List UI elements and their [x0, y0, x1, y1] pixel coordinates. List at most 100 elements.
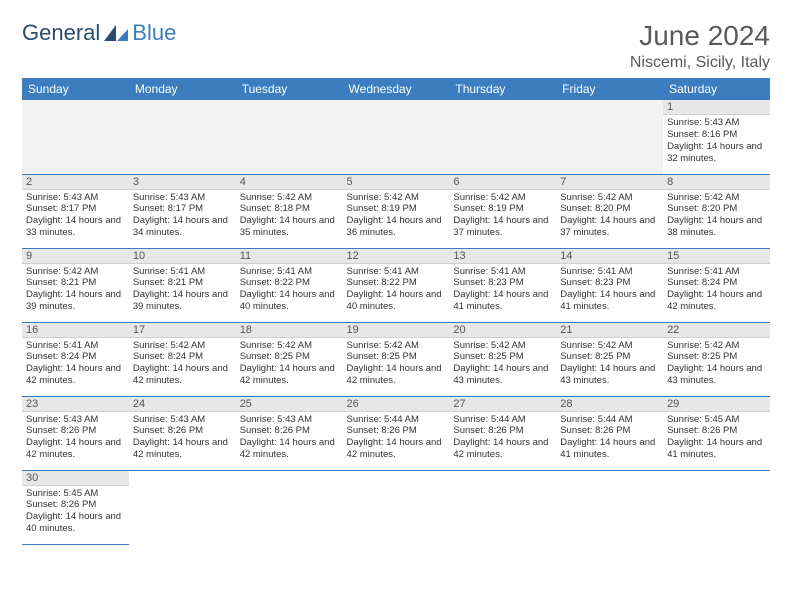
sunrise-line: Sunrise: 5:42 AM: [240, 340, 339, 352]
sunrise-line: Sunrise: 5:42 AM: [453, 340, 552, 352]
sunset-line: Sunset: 8:17 PM: [133, 203, 232, 215]
calendar-cell: [556, 470, 663, 544]
calendar-cell: [129, 470, 236, 544]
day-details: Sunrise: 5:43 AMSunset: 8:16 PMDaylight:…: [663, 115, 770, 168]
sunset-line: Sunset: 8:26 PM: [453, 425, 552, 437]
day-number: 4: [236, 175, 343, 190]
day-details: Sunrise: 5:42 AMSunset: 8:18 PMDaylight:…: [236, 190, 343, 243]
logo-word2: Blue: [132, 20, 176, 46]
sunset-line: Sunset: 8:26 PM: [347, 425, 446, 437]
day-details: Sunrise: 5:44 AMSunset: 8:26 PMDaylight:…: [449, 412, 556, 465]
sunset-line: Sunset: 8:21 PM: [26, 277, 125, 289]
sunrise-line: Sunrise: 5:42 AM: [347, 192, 446, 204]
calendar-cell: 16Sunrise: 5:41 AMSunset: 8:24 PMDayligh…: [22, 322, 129, 396]
daylight-line: Daylight: 14 hours and 40 minutes.: [26, 511, 125, 535]
weekday-header: Thursday: [449, 78, 556, 100]
daylight-line: Daylight: 14 hours and 42 minutes.: [26, 437, 125, 461]
day-number: 28: [556, 397, 663, 412]
day-details: Sunrise: 5:42 AMSunset: 8:20 PMDaylight:…: [663, 190, 770, 243]
sunrise-line: Sunrise: 5:43 AM: [26, 192, 125, 204]
calendar-body: 1Sunrise: 5:43 AMSunset: 8:16 PMDaylight…: [22, 100, 770, 544]
sunset-line: Sunset: 8:26 PM: [560, 425, 659, 437]
calendar-cell: 25Sunrise: 5:43 AMSunset: 8:26 PMDayligh…: [236, 396, 343, 470]
sunset-line: Sunset: 8:19 PM: [453, 203, 552, 215]
sunset-line: Sunset: 8:22 PM: [347, 277, 446, 289]
day-number: 17: [129, 323, 236, 338]
sunset-line: Sunset: 8:25 PM: [560, 351, 659, 363]
daylight-line: Daylight: 14 hours and 41 minutes.: [560, 437, 659, 461]
sunset-line: Sunset: 8:24 PM: [133, 351, 232, 363]
sunset-line: Sunset: 8:20 PM: [667, 203, 766, 215]
day-number: 11: [236, 249, 343, 264]
daylight-line: Daylight: 14 hours and 40 minutes.: [240, 289, 339, 313]
day-details: Sunrise: 5:43 AMSunset: 8:17 PMDaylight:…: [129, 190, 236, 243]
day-number: 24: [129, 397, 236, 412]
daylight-line: Daylight: 14 hours and 41 minutes.: [560, 289, 659, 313]
day-number: 26: [343, 397, 450, 412]
page-title: June 2024: [630, 20, 770, 52]
calendar-cell: 30Sunrise: 5:45 AMSunset: 8:26 PMDayligh…: [22, 470, 129, 544]
day-details: Sunrise: 5:43 AMSunset: 8:26 PMDaylight:…: [236, 412, 343, 465]
calendar-cell: 13Sunrise: 5:41 AMSunset: 8:23 PMDayligh…: [449, 248, 556, 322]
sunset-line: Sunset: 8:26 PM: [240, 425, 339, 437]
sunrise-line: Sunrise: 5:41 AM: [26, 340, 125, 352]
day-details: Sunrise: 5:41 AMSunset: 8:23 PMDaylight:…: [449, 264, 556, 317]
sunset-line: Sunset: 8:22 PM: [240, 277, 339, 289]
daylight-line: Daylight: 14 hours and 37 minutes.: [560, 215, 659, 239]
sunset-line: Sunset: 8:18 PM: [240, 203, 339, 215]
calendar-row: 2Sunrise: 5:43 AMSunset: 8:17 PMDaylight…: [22, 174, 770, 248]
daylight-line: Daylight: 14 hours and 33 minutes.: [26, 215, 125, 239]
calendar-cell: [556, 100, 663, 174]
calendar-cell: [22, 100, 129, 174]
daylight-line: Daylight: 14 hours and 34 minutes.: [133, 215, 232, 239]
sunset-line: Sunset: 8:25 PM: [347, 351, 446, 363]
sunset-line: Sunset: 8:25 PM: [240, 351, 339, 363]
day-details: Sunrise: 5:44 AMSunset: 8:26 PMDaylight:…: [343, 412, 450, 465]
calendar-row: 16Sunrise: 5:41 AMSunset: 8:24 PMDayligh…: [22, 322, 770, 396]
day-number: 16: [22, 323, 129, 338]
header: General Blue June 2024 Niscemi, Sicily, …: [22, 20, 770, 72]
weekday-header: Saturday: [663, 78, 770, 100]
calendar-cell: [343, 470, 450, 544]
daylight-line: Daylight: 14 hours and 43 minutes.: [453, 363, 552, 387]
sunrise-line: Sunrise: 5:42 AM: [667, 192, 766, 204]
sunset-line: Sunset: 8:24 PM: [667, 277, 766, 289]
calendar-cell: 18Sunrise: 5:42 AMSunset: 8:25 PMDayligh…: [236, 322, 343, 396]
day-details: Sunrise: 5:42 AMSunset: 8:19 PMDaylight:…: [343, 190, 450, 243]
day-details: Sunrise: 5:42 AMSunset: 8:19 PMDaylight:…: [449, 190, 556, 243]
calendar-cell: 10Sunrise: 5:41 AMSunset: 8:21 PMDayligh…: [129, 248, 236, 322]
day-number: 30: [22, 471, 129, 486]
day-details: Sunrise: 5:42 AMSunset: 8:25 PMDaylight:…: [449, 338, 556, 391]
calendar-row: 23Sunrise: 5:43 AMSunset: 8:26 PMDayligh…: [22, 396, 770, 470]
calendar-row: 9Sunrise: 5:42 AMSunset: 8:21 PMDaylight…: [22, 248, 770, 322]
daylight-line: Daylight: 14 hours and 42 minutes.: [667, 289, 766, 313]
calendar-cell: 17Sunrise: 5:42 AMSunset: 8:24 PMDayligh…: [129, 322, 236, 396]
sunrise-line: Sunrise: 5:42 AM: [133, 340, 232, 352]
weekday-header: Sunday: [22, 78, 129, 100]
day-number: 22: [663, 323, 770, 338]
location: Niscemi, Sicily, Italy: [630, 54, 770, 72]
calendar-row: 1Sunrise: 5:43 AMSunset: 8:16 PMDaylight…: [22, 100, 770, 174]
sunrise-line: Sunrise: 5:41 AM: [133, 266, 232, 278]
day-number: 15: [663, 249, 770, 264]
sunrise-line: Sunrise: 5:43 AM: [240, 414, 339, 426]
sunrise-line: Sunrise: 5:45 AM: [26, 488, 125, 500]
day-details: Sunrise: 5:43 AMSunset: 8:26 PMDaylight:…: [22, 412, 129, 465]
sunset-line: Sunset: 8:17 PM: [26, 203, 125, 215]
sunrise-line: Sunrise: 5:41 AM: [560, 266, 659, 278]
calendar-cell: [449, 470, 556, 544]
calendar-cell: 19Sunrise: 5:42 AMSunset: 8:25 PMDayligh…: [343, 322, 450, 396]
logo: General Blue: [22, 20, 176, 46]
calendar-cell: 20Sunrise: 5:42 AMSunset: 8:25 PMDayligh…: [449, 322, 556, 396]
sunset-line: Sunset: 8:19 PM: [347, 203, 446, 215]
day-details: Sunrise: 5:45 AMSunset: 8:26 PMDaylight:…: [22, 486, 129, 539]
sunrise-line: Sunrise: 5:42 AM: [560, 192, 659, 204]
calendar-cell: 14Sunrise: 5:41 AMSunset: 8:23 PMDayligh…: [556, 248, 663, 322]
day-number: 1: [663, 100, 770, 115]
calendar-cell: 12Sunrise: 5:41 AMSunset: 8:22 PMDayligh…: [343, 248, 450, 322]
sunrise-line: Sunrise: 5:42 AM: [240, 192, 339, 204]
calendar-cell: 22Sunrise: 5:42 AMSunset: 8:25 PMDayligh…: [663, 322, 770, 396]
day-details: Sunrise: 5:41 AMSunset: 8:21 PMDaylight:…: [129, 264, 236, 317]
daylight-line: Daylight: 14 hours and 42 minutes.: [133, 363, 232, 387]
day-details: Sunrise: 5:42 AMSunset: 8:24 PMDaylight:…: [129, 338, 236, 391]
